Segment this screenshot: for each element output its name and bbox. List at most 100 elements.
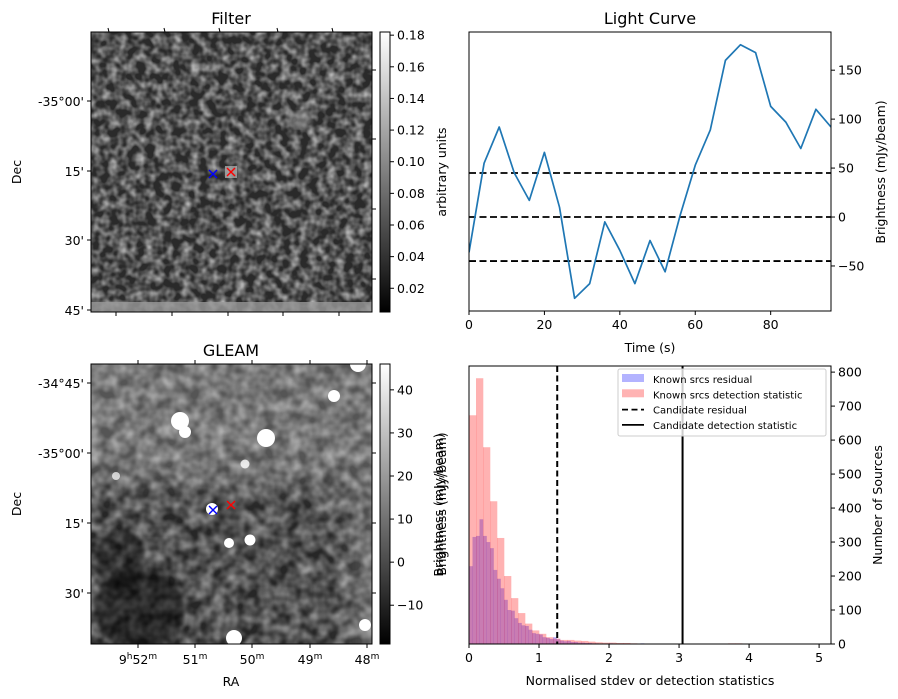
gleam-colorbar-tick-label: 40 [397,382,413,397]
histogram-y-tick-label: 700 [838,399,862,414]
filter-top-tick [107,27,110,33]
gleam-colorbar-ticks: −10 0 10 20 30 40 [390,382,423,613]
filter-panel: Filter -35°00' 15' 30' 45' Dec 0.02 0.04 0.06… [9,9,449,318]
gleam-x-tick-minutes: 52 [132,652,148,667]
gleam-colorbar-tick-label: 30 [397,425,413,440]
residual-histogram-bar [567,640,571,644]
light-curve-xlabel: Time (s) [624,340,676,355]
gleam-blue-x-marker-stroke [208,505,218,515]
detection-histogram-bar [539,633,547,644]
detection-histogram-bar [497,537,505,644]
residual-histogram-bar [483,535,487,644]
histogram-ylabel-right: Number of Sources [870,445,885,565]
light-curve-title: Light Curve [604,9,696,28]
detection-histogram-bar [476,378,484,644]
detection-histogram-bar [560,639,568,644]
light-curve-y-tick-label: 0 [838,210,846,225]
histogram-y-tick-label: 800 [838,365,862,380]
gleam-y-tick-label: -35°00' [38,446,84,461]
detection-histogram-bar [567,639,575,644]
detection-histogram-bar [553,638,561,644]
filter-top-tick [276,27,279,33]
filter-colorbar-tick-label: 0.06 [397,217,425,232]
filter-y-tick-label: 45' [65,303,84,318]
detection-histogram-bar [469,415,477,644]
residual-histogram-bar [588,642,592,644]
residual-histogram-bar [577,642,582,644]
legend-swatch [622,374,644,382]
histogram-y-tick-label: 500 [838,467,862,482]
residual-histogram-bar [584,642,589,644]
residual-histogram-bar [549,638,554,644]
gleam-y-tick-label: 30' [65,586,84,601]
residual-histogram-bar [493,569,498,644]
legend-box [617,368,827,437]
gleam-xlabel: RA [223,674,240,689]
detection-histogram-bar [504,576,512,644]
gleam-red-x-marker [226,500,236,510]
filter-colorbar-ticks: 0.02 0.04 0.06 0.08 0.10 0.12 0.14 0.16 0.18 [390,28,425,296]
gleam-red-x-marker-stroke [226,500,236,510]
detection-histogram-bar [574,640,582,644]
gleam-colorbar-tick-label: 20 [397,469,413,484]
residual-histogram-bar [525,625,529,644]
light-curve-y-tick-label: −50 [838,258,864,273]
gleam-colorbar [379,363,391,645]
detection-histogram-bar [518,613,526,644]
gleam-x-tick-label: 50m [240,652,265,667]
filter-colorbar-tick-label: 0.14 [397,91,425,106]
detection-histogram-bar [546,637,554,644]
legend-swatch [622,389,644,398]
histogram-x-tick-label: 5 [815,650,823,665]
residual-histogram-bar [469,566,473,644]
detection-histogram-bar [623,642,631,644]
histogram-y-ticks: 0 100 200 300 400 500 600 700 800 [831,365,862,652]
filter-colorbar-label: arbitrary units [434,127,449,216]
gleam-x-tick-m-sup: m [256,652,265,662]
residual-histogram-bar [556,639,561,644]
residual-histogram-bar [500,588,505,644]
detection-histogram-bar [595,642,603,644]
gleam-axes-frame [90,363,373,645]
gleam-x-tick-minutes: 51 [183,652,199,667]
filter-top-ticks [107,27,376,316]
gleam-x-tick-m-sup: m [148,652,157,662]
light-curve-axes-frame [468,31,832,312]
residual-histogram-bar [542,637,547,644]
residual-histogram-bar [581,642,585,644]
histogram-x-ticks: 0 1 2 3 4 5 [465,644,823,665]
residual-histogram-bar [476,535,480,644]
gleam-image [91,364,372,644]
detection-histogram-bar [602,642,610,644]
gleam-markers [208,500,236,515]
gleam-colorbar-tick-label: 0 [397,555,405,570]
filter-top-tick [331,27,334,33]
residual-histogram-bar [518,622,522,644]
filter-colorbar-tick-label: 0.12 [397,123,425,138]
residual-histogram-bar [560,640,564,644]
filter-colorbar-tick-label: 0.08 [397,186,425,201]
residual-histogram-bar [570,641,575,644]
detection-histogram-bar [483,447,491,644]
light-curve-x-tick-label: 80 [763,317,779,332]
histogram-x-tick-label: 0 [465,650,473,665]
gleam-x-tick-label: 51m [183,652,208,667]
residual-histogram-bar [511,610,515,644]
light-curve-y-tick-label: 150 [838,63,862,78]
histogram-x-tick-label: 4 [745,650,753,665]
detection-histogram-bar [490,501,498,644]
histogram-y-tick-label: 200 [838,569,862,584]
histogram-legend: Known srcs residual Known srcs detection … [617,368,827,437]
residual-histogram-bar [504,599,508,644]
histogram-y-tick-label: 400 [838,501,862,516]
filter-ylabel: Dec [9,160,24,184]
residual-histogram-bar [486,542,491,644]
detection-histogram-bar [511,598,519,644]
gleam-colorbar-tick-label: 10 [397,512,413,527]
gleam-x-tick-h-sup: h [127,652,133,662]
residual-histogram-bar [539,634,543,644]
filter-colorbar [379,31,391,313]
gleam-title: GLEAM [203,341,259,360]
gleam-panel: GLEAM -34°45'-35°00'15'3 [9,341,449,689]
